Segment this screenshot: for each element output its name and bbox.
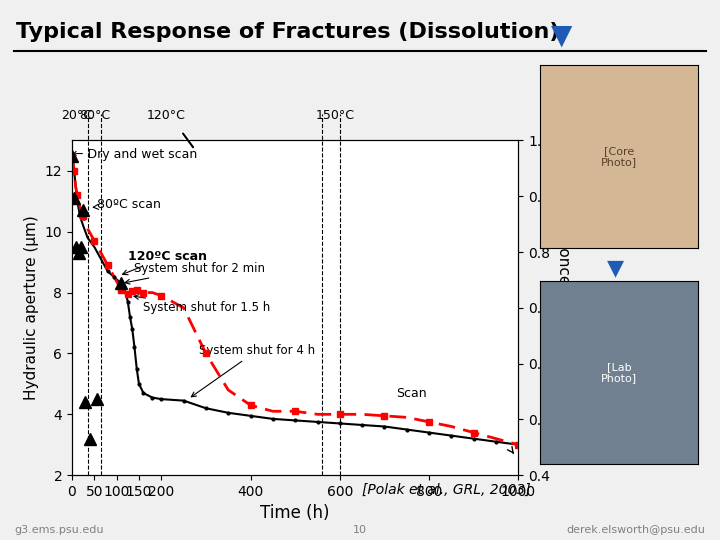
Text: 10: 10 — [353, 524, 367, 535]
Text: System shut for 4 h: System shut for 4 h — [192, 344, 315, 397]
Text: [Lab
Photo]: [Lab Photo] — [601, 362, 637, 383]
Text: 80°C: 80°C — [78, 109, 110, 122]
Text: ▼: ▼ — [551, 22, 572, 50]
Y-axis label: Si concentration (ppm): Si concentration (ppm) — [556, 220, 571, 396]
Text: derek.elsworth@psu.edu: derek.elsworth@psu.edu — [567, 524, 706, 535]
Text: [Polak et al., GRL, 2003]: [Polak et al., GRL, 2003] — [362, 483, 531, 497]
Text: Typical Response of Fractures (Dissolution): Typical Response of Fractures (Dissoluti… — [17, 22, 559, 42]
Text: 120ºC scan: 120ºC scan — [122, 249, 207, 275]
Text: Scan: Scan — [396, 387, 426, 400]
X-axis label: Time (h): Time (h) — [261, 504, 330, 523]
Text: ← Dry and wet scan: ← Dry and wet scan — [73, 147, 197, 160]
Text: System shut for 1.5 h: System shut for 1.5 h — [134, 295, 271, 314]
Text: 120°C: 120°C — [146, 109, 185, 122]
Text: System shut for 2 min: System shut for 2 min — [125, 262, 265, 284]
Text: ▼: ▼ — [607, 258, 624, 279]
Y-axis label: Hydraulic aperture (μm): Hydraulic aperture (μm) — [24, 215, 39, 400]
Text: g3.ems.psu.edu: g3.ems.psu.edu — [14, 524, 104, 535]
Text: 80ºC scan: 80ºC scan — [93, 198, 161, 211]
Text: 150°C: 150°C — [316, 109, 355, 122]
Text: [Core
Photo]: [Core Photo] — [601, 146, 637, 167]
Text: 20°C: 20°C — [61, 109, 92, 122]
